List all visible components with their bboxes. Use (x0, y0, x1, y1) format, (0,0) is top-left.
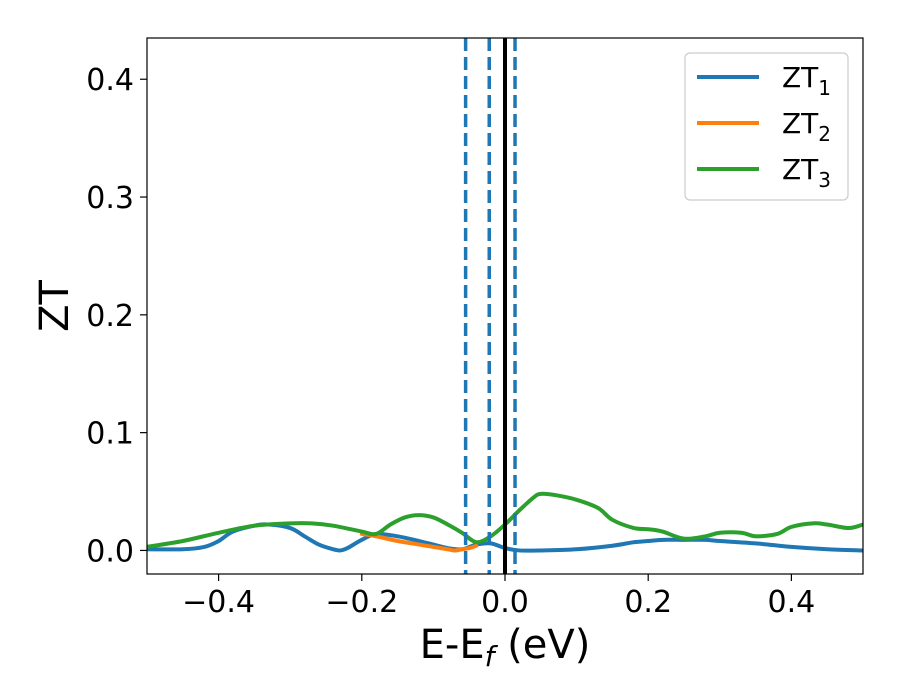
x-tick-label: −0.2 (325, 585, 398, 620)
x-tick-label: 0.2 (624, 585, 672, 620)
y-tick-label: 0.0 (86, 534, 134, 569)
legend-label-zt3: ZT3 (782, 153, 831, 192)
series-line-zt2 (359, 531, 479, 553)
x-axis-label: E-Ef (eV) (420, 622, 591, 673)
y-tick-label: 0.1 (86, 417, 134, 452)
x-axis-label-unit: (eV) (494, 622, 590, 668)
y-tick-label: 0.3 (86, 181, 134, 216)
y-axis-label: ZT (32, 280, 78, 332)
legend: ZT1 ZT2 ZT3 (684, 52, 849, 201)
legend-box (684, 52, 849, 201)
legend-label-zt1: ZT1 (782, 61, 831, 100)
legend-label-zt2: ZT2 (782, 107, 831, 146)
x-axis: −0.4 −0.2 0.0 0.2 0.4 (182, 574, 815, 620)
x-axis-label-main: E-E (420, 622, 485, 668)
x-tick-label: 0.0 (481, 585, 529, 620)
y-tick-label: 0.4 (86, 63, 134, 98)
y-tick-label: 0.2 (86, 299, 134, 334)
x-tick-label: 0.4 (768, 585, 816, 620)
vline-layer (463, 38, 517, 574)
series-line-zt3 (147, 491, 863, 549)
x-tick-label: −0.4 (182, 585, 255, 620)
series-layer (147, 491, 863, 553)
y-axis: 0.0 0.1 0.2 0.3 0.4 (86, 63, 147, 569)
